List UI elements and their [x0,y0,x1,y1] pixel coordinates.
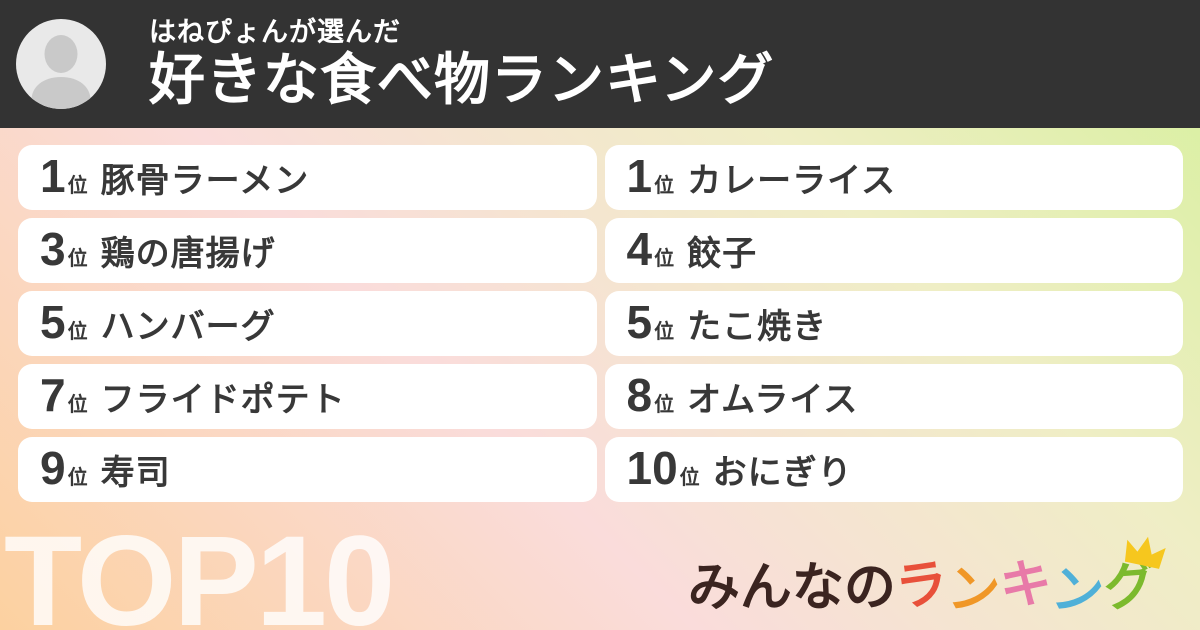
rank-suffix: 位 [67,321,88,343]
ranking-card: 10 位おにぎり [604,437,1183,502]
crown-icon [1124,536,1166,569]
rank-suffix: 位 [67,394,88,416]
food-name: オムライス [687,381,859,419]
rank-number: 5 [626,296,653,348]
rank-suffix: 位 [654,321,675,343]
food-name: おにぎり [712,454,853,492]
food-name: ハンバーグ [100,308,276,346]
ranking-card: 9 位寿司 [18,437,597,502]
rank-number: 10 [626,442,678,494]
rank-number: 1 [40,150,66,202]
page-title: 好きな食べ物ランキング [149,48,775,112]
ranking-attribution: はねぴょんが選んだ [149,17,401,48]
ranking-card: 4 位餃子 [604,218,1183,283]
rank-number: 3 [40,223,66,275]
rank-suffix: 位 [654,394,675,416]
rank-suffix: 位 [654,175,675,197]
rank-number: 5 [40,296,66,348]
rank-number: 9 [40,442,66,494]
rank-number: 7 [40,369,66,421]
rank-number: 4 [626,223,653,275]
ranking-card: 5 位たこ焼き [604,291,1183,356]
food-name: フライドポテト [100,381,346,419]
ranking-card: 1 位カレーライス [604,145,1183,210]
rank-suffix: 位 [654,248,675,270]
top10-badge: TOP10 [4,510,395,630]
logo-char: な [791,559,844,617]
site-logo: みんなのランキング [687,536,1166,624]
food-name: カレーライス [687,162,897,200]
ranking-card: 8 位オムライス [604,364,1183,429]
logo-char: キ [998,554,1054,616]
header: はねぴょんが選んだ 好きな食べ物ランキング [0,0,1200,128]
food-name: 餃子 [687,235,758,273]
logo-char: ん [739,559,792,617]
logo-char: ン [945,559,1003,623]
food-name: たこ焼き [687,308,828,346]
person-icon [31,35,91,109]
ranking-card: 1 位豚骨ラーメン [18,145,597,210]
logo-char: み [687,559,740,617]
ranking-card: 3 位鶏の唐揚げ [18,218,597,283]
rank-suffix: 位 [67,467,88,489]
food-name: 鶏の唐揚げ [100,235,276,273]
food-name: 豚骨ラーメン [100,162,310,200]
ranking-card: 5 位ハンバーグ [18,291,597,356]
avatar [16,19,106,109]
food-name: 寿司 [100,454,171,492]
rank-number: 8 [626,369,653,421]
rank-suffix: 位 [67,248,88,270]
header-text: はねぴょんが選んだ 好きな食べ物ランキング [149,17,774,111]
ranking-card: 7 位フライドポテト [18,364,597,429]
rank-suffix: 位 [67,175,88,197]
ranking-grid: 1 位豚骨ラーメン 1 位カレーライス 3 位鶏の唐揚げ 4 位餃子 5 位ハンバーグ 5 位たこ焼き… [18,145,1183,502]
logo-char: の [843,559,896,617]
logo-char: ラ [891,553,952,619]
rank-number: 1 [626,150,653,202]
rank-suffix: 位 [679,467,700,489]
logo-char: ン [1048,560,1107,624]
